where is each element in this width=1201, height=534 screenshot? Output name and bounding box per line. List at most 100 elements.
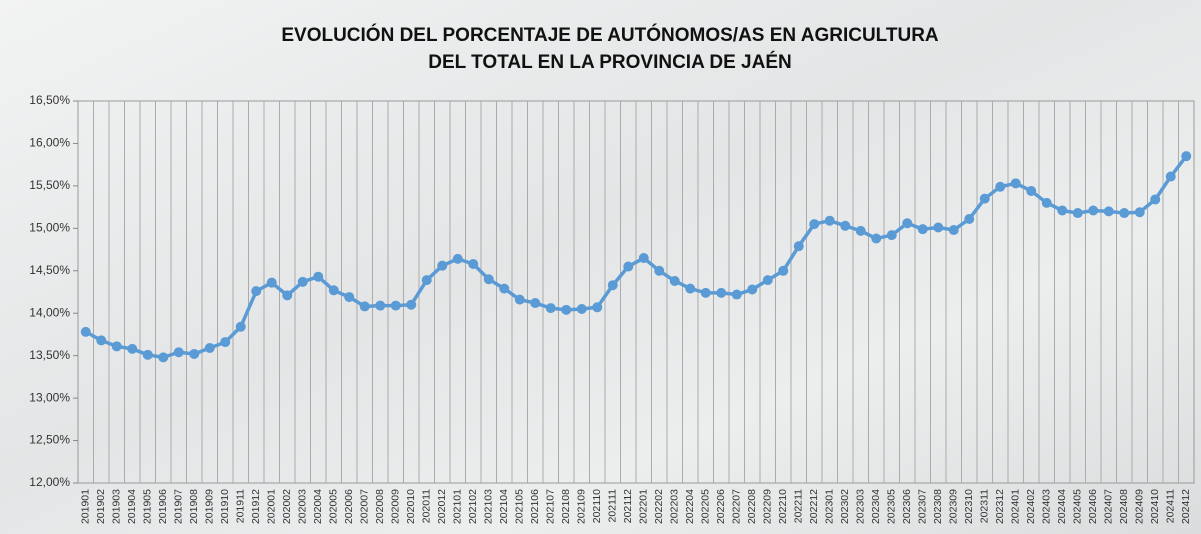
x-tick-label: 202011	[421, 489, 433, 523]
data-point	[204, 343, 215, 354]
chart-title: EVOLUCIÓN DEL PORCENTAJE DE AUTÓNOMOS/AS…	[281, 24, 939, 46]
data-point	[173, 347, 184, 358]
x-tick-label: 202208	[746, 489, 758, 524]
data-point	[1057, 205, 1068, 216]
x-tick-label: 202103	[483, 489, 495, 524]
data-point	[809, 219, 820, 230]
data-point	[762, 275, 773, 286]
x-tick-label: 201907	[173, 489, 185, 524]
data-point	[1165, 171, 1176, 182]
x-tick-label: 202409	[1134, 489, 1146, 524]
y-tick-label: 13,50%	[29, 348, 70, 362]
x-tick-label: 202304	[870, 489, 882, 524]
x-tick-label: 201902	[95, 489, 107, 524]
data-point	[933, 222, 944, 233]
x-tick-label: 202007	[359, 489, 371, 524]
data-point	[824, 215, 835, 226]
data-point	[127, 343, 138, 354]
y-tick-label: 15,00%	[29, 221, 70, 235]
data-point	[747, 284, 758, 295]
x-tick-label: 201908	[188, 489, 200, 524]
x-tick-label: 202408	[1118, 489, 1130, 524]
y-tick-label: 12,50%	[29, 433, 70, 447]
data-point	[344, 292, 355, 303]
data-point	[1119, 208, 1130, 219]
x-tick-label: 202209	[762, 489, 774, 524]
x-tick-label: 201905	[142, 489, 154, 524]
x-tick-label: 202311	[979, 489, 991, 523]
x-tick-label: 202402	[1025, 489, 1037, 524]
data-point	[1026, 185, 1037, 196]
data-point	[576, 303, 587, 314]
data-point	[1181, 151, 1192, 162]
x-tick-label: 202001	[266, 489, 278, 524]
data-point	[142, 349, 153, 360]
data-point	[80, 326, 91, 337]
data-point	[1088, 205, 1099, 216]
x-tick-label: 202205	[700, 489, 712, 524]
x-tick-label: 202312	[994, 489, 1006, 524]
x-tick-label: 202111	[607, 489, 619, 523]
chart-title: DEL TOTAL EN LA PROVINCIA DE JAÉN	[428, 51, 792, 73]
data-point	[731, 289, 742, 300]
x-tick-label: 202108	[560, 489, 572, 524]
data-point	[499, 283, 510, 294]
x-tick-label: 202003	[297, 489, 309, 524]
y-tick-label: 13,00%	[29, 390, 70, 404]
x-tick-label: 202107	[545, 489, 557, 524]
data-point	[917, 224, 928, 235]
data-point	[964, 213, 975, 224]
x-tick-label: 202109	[576, 489, 588, 524]
data-point	[886, 230, 897, 241]
x-tick-label: 202310	[963, 489, 975, 524]
data-point	[1041, 197, 1052, 208]
data-point	[561, 304, 572, 315]
x-tick-label: 202307	[917, 489, 929, 524]
x-tick-label: 202203	[669, 489, 681, 524]
data-point	[1150, 194, 1161, 205]
data-point	[421, 275, 432, 286]
data-point	[390, 300, 401, 311]
data-point	[328, 285, 339, 296]
x-tick-label: 202404	[1056, 489, 1068, 524]
x-tick-label: 201910	[219, 489, 231, 524]
x-tick-label: 201911	[235, 489, 247, 523]
y-tick-label: 15,50%	[29, 178, 70, 192]
x-tick-label: 202411	[1165, 489, 1177, 523]
data-point	[995, 181, 1006, 192]
data-point	[855, 225, 866, 236]
x-tick-label: 201904	[126, 489, 138, 524]
data-point	[700, 287, 711, 298]
x-tick-label: 202302	[839, 489, 851, 524]
x-tick-label: 202204	[684, 489, 696, 524]
x-tick-label: 202105	[514, 489, 526, 524]
x-tick-label: 202002	[281, 489, 293, 524]
x-tick-label: 202301	[824, 489, 836, 524]
data-point	[592, 302, 603, 313]
y-tick-label: 14,50%	[29, 263, 70, 277]
data-point	[979, 193, 990, 204]
data-point	[313, 271, 324, 282]
data-point	[359, 301, 370, 312]
x-tick-label: 202405	[1072, 489, 1084, 524]
x-tick-label: 201909	[204, 489, 216, 524]
x-tick-label: 202305	[886, 489, 898, 524]
x-tick-label: 202004	[312, 489, 324, 524]
x-tick-label: 202412	[1180, 489, 1192, 524]
x-tick-label: 202104	[498, 489, 510, 524]
y-tick-label: 16,00%	[29, 136, 70, 150]
data-point	[530, 298, 541, 309]
x-tick-label: 201901	[80, 489, 92, 524]
x-tick-label: 202207	[731, 489, 743, 524]
x-tick-label: 202202	[653, 489, 665, 524]
x-tick-label: 202110	[591, 489, 603, 523]
data-point	[158, 352, 169, 363]
data-point	[716, 287, 727, 298]
y-tick-label: 16,50%	[29, 93, 70, 107]
data-point	[189, 348, 200, 359]
data-point	[111, 341, 122, 352]
data-point	[545, 303, 556, 314]
data-point	[437, 260, 448, 271]
